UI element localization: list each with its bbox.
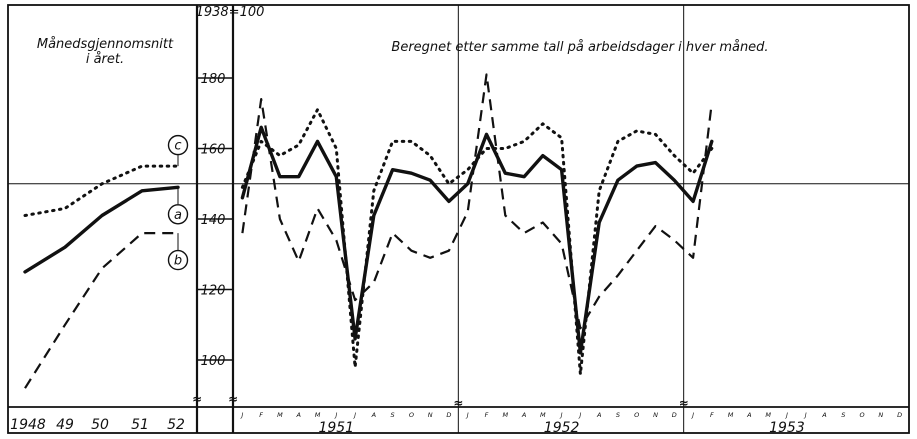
month-tick-label: S bbox=[616, 411, 620, 419]
series-label-b: b bbox=[174, 254, 182, 269]
annual-averages-panel: Månedsgjennomsnitt i året. c a b 1948 49 50 5… bbox=[10, 37, 189, 433]
month-tick-label: A bbox=[295, 411, 300, 419]
left-series-b bbox=[24, 232, 178, 389]
month-tick-label: A bbox=[746, 411, 751, 419]
month-tick-label: M bbox=[315, 411, 321, 419]
month-tick-label: J bbox=[559, 411, 563, 419]
month-tick-label: N bbox=[878, 411, 883, 419]
month-tick-label: J bbox=[577, 411, 581, 419]
right-panel-title: Beregnet etter samme tall på arbeidsdage… bbox=[391, 40, 768, 55]
grid-lines bbox=[8, 5, 909, 433]
month-tick-label: O bbox=[634, 411, 639, 419]
month-tick-label: J bbox=[333, 411, 337, 419]
axis-break-mark: ≈ bbox=[192, 392, 202, 406]
series-label-circle bbox=[167, 204, 189, 225]
month-tick-label: D bbox=[897, 411, 902, 419]
year-tick-labels: 1951 1952 1953 bbox=[318, 420, 804, 436]
left-x-tick-label: 51 bbox=[131, 417, 149, 433]
left-series-c bbox=[23, 164, 180, 217]
month-tick-label: A bbox=[596, 411, 601, 419]
month-tick-label: M bbox=[540, 411, 546, 419]
series-label-a: a bbox=[174, 208, 182, 223]
month-tick-label: N bbox=[653, 411, 658, 419]
y-tick-label: 140 bbox=[201, 213, 226, 228]
year-tick-label: 1953 bbox=[769, 420, 805, 436]
left-x-tick-label: 1948 bbox=[10, 417, 46, 433]
month-tick-label: J bbox=[784, 411, 788, 419]
month-tick-label: S bbox=[841, 411, 845, 419]
month-tick-label: D bbox=[446, 411, 451, 419]
month-tick-label: S bbox=[391, 411, 395, 419]
left-panel-title-line-2: i året. bbox=[86, 52, 124, 67]
left-series-group: c a b bbox=[23, 134, 189, 389]
axis-break-marks: ≈ ≈ ≈ ≈ bbox=[192, 392, 689, 410]
month-tick-label: O bbox=[409, 411, 414, 419]
y-axis-ticks: 100 120 140 160 180 bbox=[197, 72, 233, 369]
month-tick-label: J bbox=[690, 411, 694, 419]
y-tick-label: 100 bbox=[201, 354, 226, 369]
left-x-tick-label: 49 bbox=[56, 417, 74, 433]
month-tick-label: F bbox=[710, 411, 714, 419]
y-tick-label: 160 bbox=[201, 143, 226, 158]
left-x-tick-label: 52 bbox=[167, 417, 185, 433]
monthly-panel: Beregnet etter samme tall på arbeidsdage… bbox=[196, 5, 903, 436]
axis-break-mark: ≈ bbox=[228, 392, 238, 406]
month-tick-label: J bbox=[239, 411, 243, 419]
y-axis-label: 1938=100 bbox=[196, 5, 265, 20]
y-tick-label: 120 bbox=[201, 284, 226, 299]
month-tick-label: N bbox=[428, 411, 433, 419]
month-tick-label: F bbox=[485, 411, 489, 419]
monthly-series-c bbox=[240, 108, 714, 376]
year-tick-label: 1951 bbox=[318, 420, 354, 436]
left-x-tick-label: 50 bbox=[91, 417, 109, 433]
month-tick-label: A bbox=[371, 411, 376, 419]
left-x-tick-labels: 1948 49 50 51 52 bbox=[10, 417, 185, 433]
month-tick-label: A bbox=[521, 411, 526, 419]
axis-break-mark: ≈ bbox=[679, 396, 689, 410]
month-tick-label: M bbox=[277, 411, 283, 419]
month-tick-label: A bbox=[821, 411, 826, 419]
month-tick-label: M bbox=[765, 411, 771, 419]
month-tick-label: O bbox=[859, 411, 864, 419]
left-panel-title-line-1: Månedsgjennomsnitt bbox=[37, 37, 174, 52]
right-series-group bbox=[240, 73, 714, 376]
month-tick-label: M bbox=[502, 411, 508, 419]
monthly-series-b bbox=[241, 73, 713, 330]
month-tick-label: J bbox=[352, 411, 356, 419]
axis-break-mark: ≈ bbox=[453, 396, 463, 410]
month-tick-label: D bbox=[672, 411, 677, 419]
monthly-series-a bbox=[240, 125, 714, 355]
left-series-a bbox=[23, 185, 180, 274]
series-label-circle bbox=[167, 249, 189, 271]
month-tick-label: M bbox=[728, 411, 734, 419]
month-tick-label: J bbox=[465, 411, 469, 419]
y-tick-label: 180 bbox=[201, 72, 226, 87]
month-tick-label: F bbox=[259, 411, 263, 419]
series-label-c: c bbox=[174, 139, 181, 154]
month-tick-label: J bbox=[803, 411, 807, 419]
series-label-circle bbox=[167, 134, 189, 156]
year-tick-label: 1952 bbox=[544, 420, 580, 436]
